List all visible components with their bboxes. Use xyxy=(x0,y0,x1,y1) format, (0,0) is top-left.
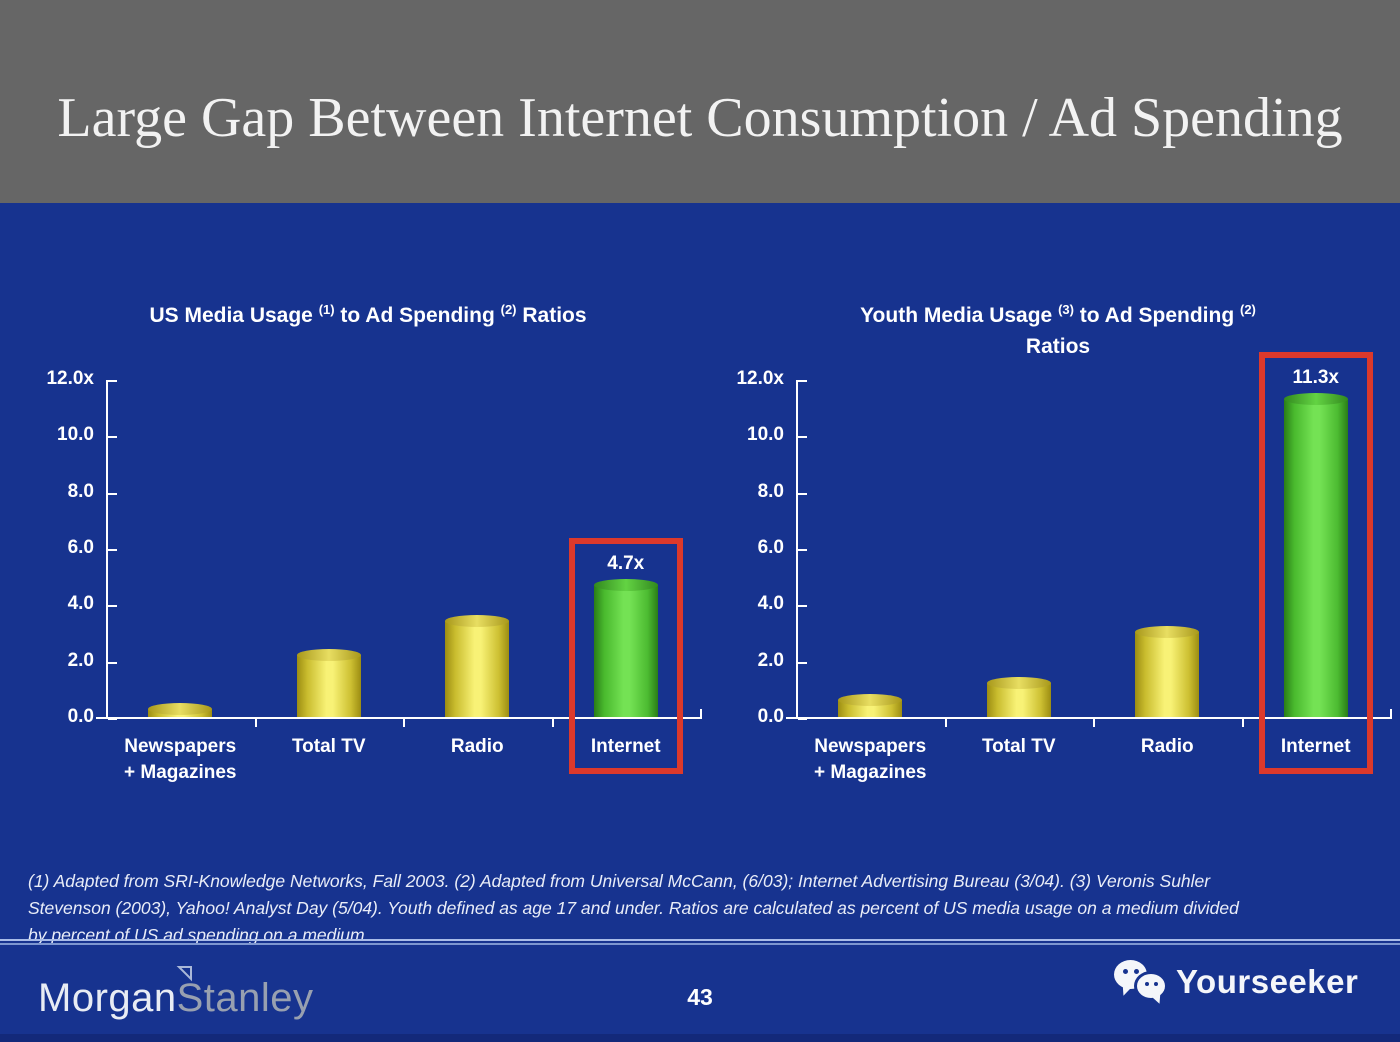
y-axis-tick-label: 8.0 xyxy=(67,480,94,502)
x-axis-tick-mark xyxy=(254,718,257,727)
y-axis-tick-mark xyxy=(108,661,117,664)
y-axis-tick-mark xyxy=(798,718,807,720)
slide-title: Large Gap Between Internet Consumption /… xyxy=(57,87,1343,149)
y-axis-tick-label: 4.0 xyxy=(67,593,94,615)
x-axis-tick-mark xyxy=(551,718,554,727)
page-number: 43 xyxy=(687,984,713,1010)
x-axis-category-label: Internet xyxy=(1280,736,1351,757)
morgan-stanley-logo-morgan: Morgan xyxy=(38,976,177,1020)
bar-total-tv xyxy=(296,649,361,717)
yourseeker-logo: Yourseeker xyxy=(1112,958,1358,1006)
y-axis-tick-label: 8.0 xyxy=(757,480,784,502)
x-axis-line xyxy=(786,717,1392,719)
x-axis-tick-mark xyxy=(1093,718,1095,727)
footnote: (1) Adapted from SRI-Knowledge Networks,… xyxy=(28,868,1380,949)
slide-bottom-edge xyxy=(0,1034,1400,1042)
divider-line-bottom xyxy=(0,943,1400,945)
y-axis-tick-mark xyxy=(108,549,117,551)
bar-radio xyxy=(445,615,510,717)
x-axis-category-label: Radio xyxy=(1140,736,1194,757)
bar-value-label: 4.7x xyxy=(607,553,645,574)
y-axis-tick-mark xyxy=(108,380,117,382)
y-axis-tick-label: 2.0 xyxy=(67,649,94,671)
x-axis-category-label: Newspapers + Magazines xyxy=(814,736,927,783)
y-axis-tick-mark xyxy=(798,549,807,551)
divider-line-top xyxy=(0,939,1400,941)
y-axis-tick-label: 6.0 xyxy=(757,537,784,558)
x-axis-tick-mark xyxy=(944,718,947,727)
y-axis-tick-label: 2.0 xyxy=(757,649,784,671)
bar-internet xyxy=(593,579,658,717)
bar-internet xyxy=(1283,393,1348,717)
y-axis-line xyxy=(796,380,798,718)
chart-title: Youth Media Usage (3) to Ad Spending (2)… xyxy=(860,302,1256,358)
footnote-line: (1) Adapted from SRI-Knowledge Networks,… xyxy=(28,871,1211,891)
y-axis-tick-mark xyxy=(108,436,117,439)
y-axis-tick-label: 0.0 xyxy=(67,706,94,727)
chart-plot-area: 12.0x 10.0 8.0 6.0 4.0 2.0 0.0 Newspapers + Maga… xyxy=(736,351,1392,783)
wechat-icon xyxy=(1112,958,1168,1006)
morgan-stanley-logo: MorganStanley xyxy=(38,966,314,1021)
slide-header: Large Gap Between Internet Consumption /… xyxy=(0,0,1400,203)
y-axis-tick-mark xyxy=(108,718,117,720)
y-axis-tick-label: 4.0 xyxy=(757,593,784,615)
y-axis-line xyxy=(106,380,108,718)
x-axis-category-label: Internet xyxy=(590,736,661,757)
y-axis-tick-label: 10.0 xyxy=(747,424,784,446)
x-axis-end-tick xyxy=(700,709,702,718)
y-axis-tick-label: 12.0x xyxy=(46,368,94,389)
bar-value-label: 11.3x xyxy=(1292,367,1340,388)
youth-media-usage-chart: Youth Media Usage (3) to Ad Spending (2)… xyxy=(716,286,1400,806)
x-axis-category-label: Total TV xyxy=(291,736,366,757)
x-axis-end-tick xyxy=(1390,709,1392,718)
y-axis-tick-label: 6.0 xyxy=(67,537,94,558)
internet-highlight-box xyxy=(1258,351,1373,774)
y-axis-tick-mark xyxy=(798,380,807,382)
bar-newspapers xyxy=(838,694,903,717)
x-axis-tick-mark xyxy=(1241,718,1244,727)
yourseeker-logo-text: Yourseeker xyxy=(1176,963,1359,1000)
footnote-line: Stevenson (2003), Yahoo! Analyst Day (5/… xyxy=(28,898,1239,918)
x-axis-tick-mark xyxy=(403,718,405,727)
x-axis-category-label: Newspapers + Magazines xyxy=(124,736,237,783)
y-axis-tick-mark xyxy=(798,661,807,664)
chart-plot-area: 12.0x 10.0 8.0 6.0 4.0 2.0 0.0 Newspapers + Maga… xyxy=(46,368,702,783)
bar-newspapers xyxy=(148,703,213,717)
internet-highlight-box xyxy=(568,537,683,774)
us-media-usage-chart: US Media Usage (1) to Ad Spending (2) Ra… xyxy=(26,286,710,806)
footer-divider xyxy=(0,939,1400,945)
morgan-stanley-logo-stanley: Stanley xyxy=(176,976,314,1020)
y-axis-tick-mark xyxy=(798,605,807,608)
bar-total-tv xyxy=(986,677,1051,717)
y-axis-tick-label: 0.0 xyxy=(757,706,784,727)
y-axis-tick-label: 10.0 xyxy=(57,424,94,446)
y-axis-tick-mark xyxy=(798,436,807,439)
x-axis-category-label: Total TV xyxy=(981,736,1056,757)
bar-radio xyxy=(1135,626,1200,717)
chart-title: US Media Usage (1) to Ad Spending (2) Ra… xyxy=(149,302,587,327)
morgan-stanley-triangle-icon xyxy=(176,966,192,982)
x-axis-category-label: Radio xyxy=(450,736,504,757)
y-axis-tick-mark xyxy=(798,492,807,495)
y-axis-tick-label: 12.0x xyxy=(736,368,784,389)
x-axis-line xyxy=(96,717,702,719)
y-axis-tick-mark xyxy=(108,492,117,495)
y-axis-tick-mark xyxy=(108,605,117,608)
